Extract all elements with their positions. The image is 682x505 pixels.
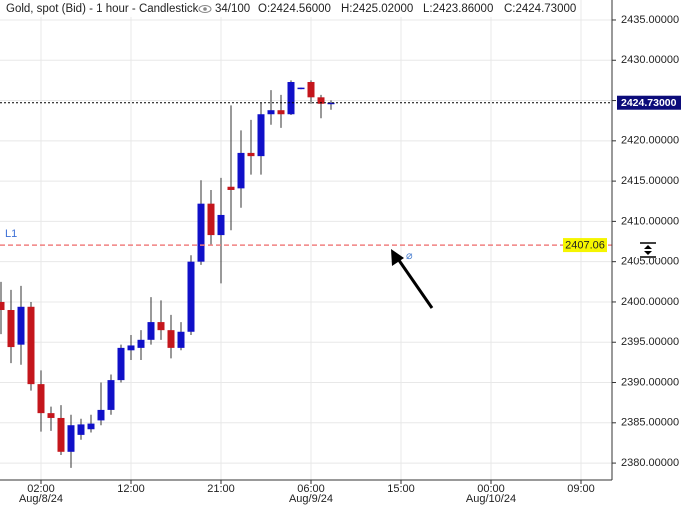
hline-name: L1	[5, 228, 17, 240]
candle-body	[287, 82, 295, 115]
candle-body	[147, 322, 155, 340]
overlays: L1 2407.06	[0, 102, 612, 253]
candle-body	[37, 384, 45, 414]
candle-body	[227, 186, 235, 190]
y-tick-label: 2430.00000	[621, 54, 679, 66]
eye-icon[interactable]	[198, 5, 212, 13]
x-tick-label: 02:00	[27, 483, 55, 495]
chart-title: Gold, spot (Bid) - 1 hour - Candlestick	[6, 3, 199, 15]
svg-text:⌀: ⌀	[406, 250, 413, 262]
candles	[0, 80, 335, 468]
candle-body	[217, 214, 225, 236]
candle-body	[7, 310, 15, 348]
ohlc-high: H:2425.02000	[341, 3, 413, 15]
candle-body	[267, 110, 275, 115]
candle-body	[247, 152, 255, 157]
x-tick-label: 09:00	[567, 483, 595, 495]
y-tick-label: 2395.00000	[621, 336, 679, 348]
candle-body	[127, 345, 135, 351]
candle-body	[87, 423, 95, 430]
ohlc-close: C:2424.73000	[504, 3, 576, 15]
candle-body	[207, 203, 215, 236]
candle-body	[197, 203, 205, 262]
candle-body	[157, 322, 165, 331]
x-date-label: Aug/9/24	[289, 493, 333, 505]
y-tick-label: 2410.00000	[621, 215, 679, 227]
x-tick-label: 12:00	[117, 483, 145, 495]
candle-body	[187, 261, 195, 332]
candle-body	[27, 306, 35, 385]
y-tick-label: 2415.00000	[621, 175, 679, 187]
y-tick-label: 2435.00000	[621, 14, 679, 26]
candle-body	[67, 425, 75, 452]
current-price-box	[617, 95, 681, 110]
y-tick-label: 2420.00000	[621, 135, 679, 147]
candle-body	[297, 87, 305, 90]
x-tick-label: 21:00	[207, 483, 235, 495]
y-tick-label: 2380.00000	[621, 457, 679, 469]
candle-body	[237, 152, 245, 189]
arrow-annotation: ⌀	[391, 249, 434, 309]
current-price-label: 2424.73000	[621, 97, 677, 109]
x-tick-label: 00:00	[477, 483, 505, 495]
x-date-label: Aug/8/24	[19, 493, 63, 505]
candle-body	[137, 339, 145, 348]
y-tick-label: 2390.00000	[621, 376, 679, 388]
x-date-label: Aug/10/24	[466, 493, 516, 505]
candle-body	[317, 97, 325, 104]
header: Gold, spot (Bid) - 1 hour - Candlestick …	[0, 0, 576, 17]
y-tick-label: 2405.00000	[621, 256, 679, 268]
ohlc-open: O:2424.56000	[258, 3, 331, 15]
candle-body	[307, 82, 315, 98]
x-tick-label: 15:00	[387, 483, 415, 495]
candle-body	[0, 301, 5, 311]
candle-body	[327, 102, 335, 105]
candle-body	[47, 413, 55, 418]
candle-body	[117, 347, 125, 381]
hline-label: 2407.06	[565, 239, 605, 251]
hline-label-box	[563, 238, 607, 253]
ohlc-low: L:2423.86000	[423, 3, 493, 15]
x-tick-label: 06:00	[297, 483, 325, 495]
candle-body	[257, 114, 265, 157]
axes: 2380.00000 2385.00000 2390.00000 2395.00000…	[19, 14, 681, 505]
y-tick-label: 2385.00000	[621, 417, 679, 429]
candle-body	[277, 110, 285, 115]
info: 34/100	[215, 3, 250, 15]
candle-body	[107, 380, 115, 410]
y-tick-label: 2400.00000	[621, 296, 679, 308]
candle-body	[97, 409, 105, 421]
candle-body	[77, 424, 85, 435]
candle-body	[57, 417, 65, 452]
candle-body	[167, 330, 175, 348]
axis-icon[interactable]	[636, 240, 662, 258]
candle-body	[17, 306, 25, 345]
candle-body	[177, 331, 185, 348]
